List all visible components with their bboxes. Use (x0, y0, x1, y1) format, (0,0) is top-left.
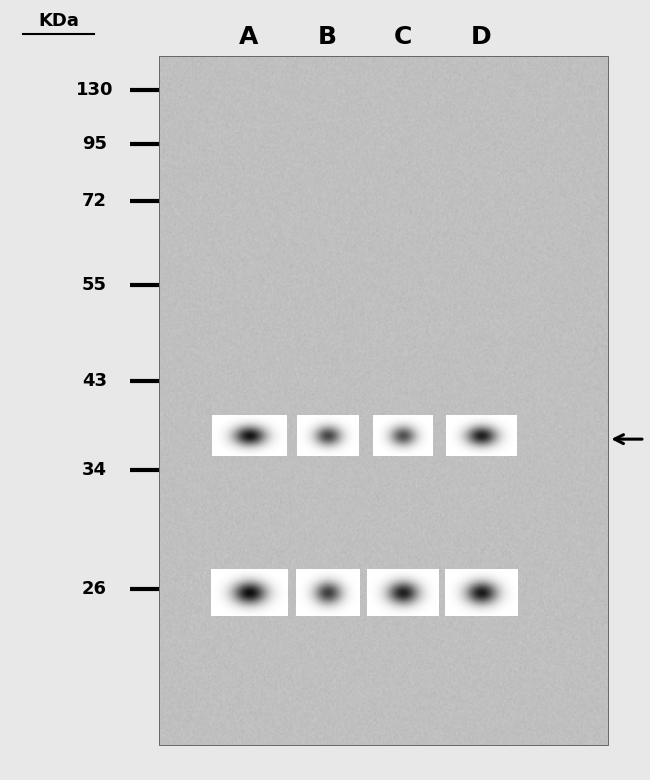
Text: 55: 55 (82, 275, 107, 294)
Text: 43: 43 (82, 371, 107, 390)
Text: 72: 72 (82, 192, 107, 211)
Text: B: B (318, 26, 337, 49)
Bar (159, 56, 608, 745)
Text: C: C (394, 26, 412, 49)
Text: KDa: KDa (38, 12, 79, 30)
Text: 130: 130 (75, 80, 113, 99)
Text: D: D (471, 26, 491, 49)
Text: 26: 26 (82, 580, 107, 598)
Text: A: A (239, 26, 259, 49)
Text: 95: 95 (82, 135, 107, 154)
Text: 34: 34 (82, 460, 107, 479)
